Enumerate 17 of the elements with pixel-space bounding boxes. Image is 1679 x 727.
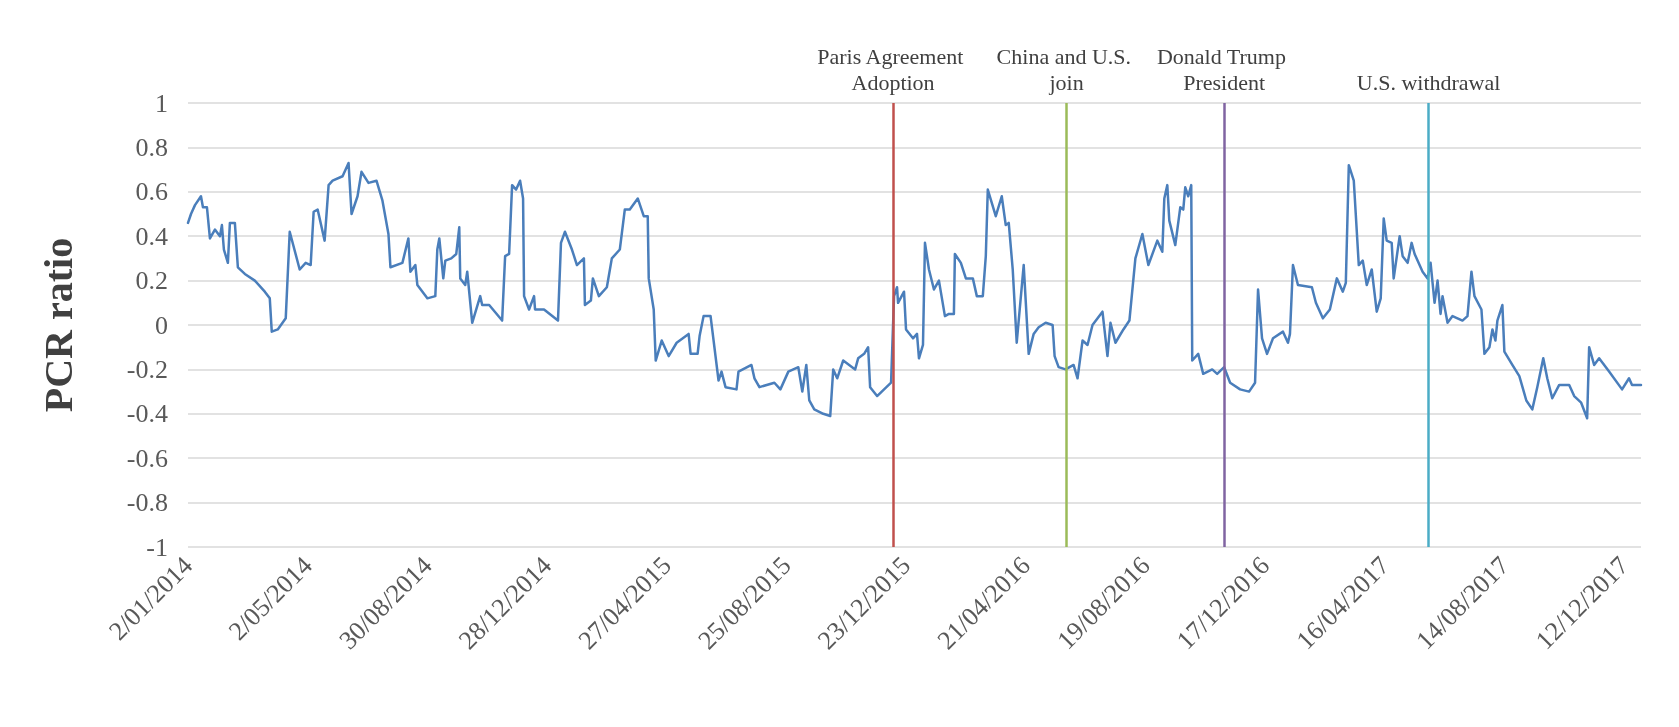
y-tick-label: -0.2	[126, 354, 168, 384]
y-tick-label: 0.2	[135, 266, 168, 296]
y-tick-label: 0	[155, 310, 168, 340]
y-tick-label: -0.4	[126, 399, 168, 429]
y-tick-label: -0.8	[126, 488, 168, 518]
ref-line-label: China and U.S. join	[996, 43, 1137, 95]
y-tick-label: -0.6	[126, 443, 168, 473]
y-tick-label: -1	[146, 532, 168, 562]
ref-line-label: Paris Agreement Adoption	[817, 43, 969, 95]
y-tick-label: 0.4	[135, 221, 168, 251]
y-tick-label: 1	[155, 88, 168, 118]
y-tick-label: 0.6	[135, 177, 168, 207]
y-axis-title: PCR ratio	[35, 237, 81, 413]
y-tick-label: 0.8	[135, 132, 168, 162]
line-series	[186, 161, 1643, 420]
ref-line-label: Donald Trump President	[1156, 43, 1292, 95]
ref-line-label: U.S. withdrawal	[1356, 69, 1501, 95]
